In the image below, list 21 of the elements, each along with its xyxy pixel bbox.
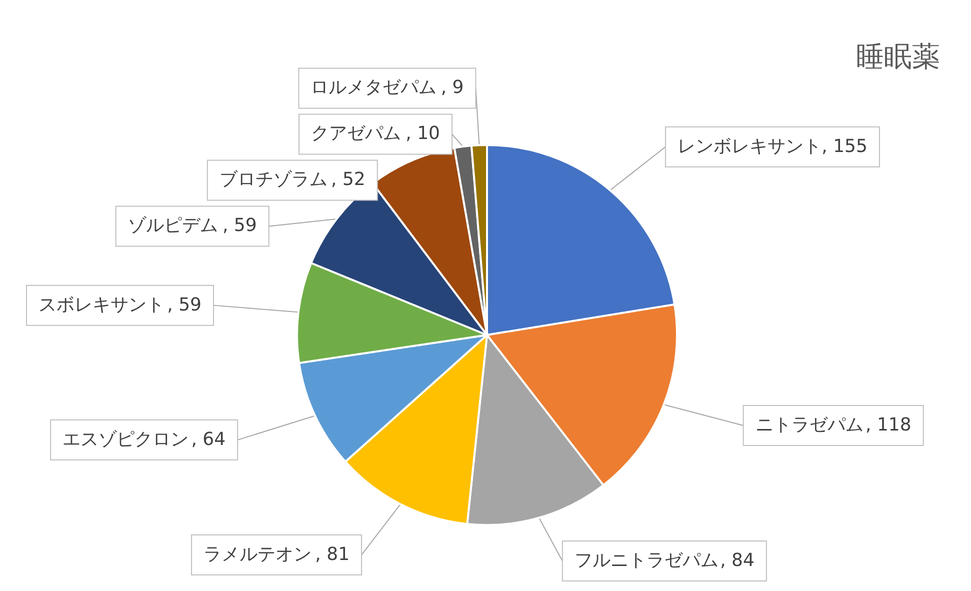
slice-label: クアゼパム	[311, 123, 402, 144]
data-label: , 52	[331, 169, 366, 190]
data-label: , 10	[406, 123, 440, 144]
data-label: , 155	[822, 136, 868, 157]
data-label: , 81	[315, 544, 350, 565]
data-label: , 118	[866, 414, 912, 436]
slice-label: ロルメタゼパム	[310, 77, 437, 98]
slice-label: エスゾピクロン	[62, 428, 189, 450]
data-label: , 59	[222, 215, 257, 236]
data-label: , 64	[191, 428, 226, 450]
slice-label: ニトラゼパム	[755, 414, 864, 436]
slice-label: レンボレキサント	[677, 136, 822, 157]
data-label: , 59	[167, 294, 202, 316]
chart-title: 睡眠薬	[856, 40, 940, 73]
data-label: , 9	[440, 77, 464, 98]
slice-label: フルニトラゼパム	[574, 550, 718, 571]
slice-label: ゾルピデム	[128, 215, 218, 236]
data-label: , 84	[720, 550, 754, 571]
slice-label: ラメルテオン	[204, 544, 312, 565]
slice-label: ブロチゾラム	[219, 169, 328, 190]
slice-label: スボレキサント	[38, 294, 164, 316]
